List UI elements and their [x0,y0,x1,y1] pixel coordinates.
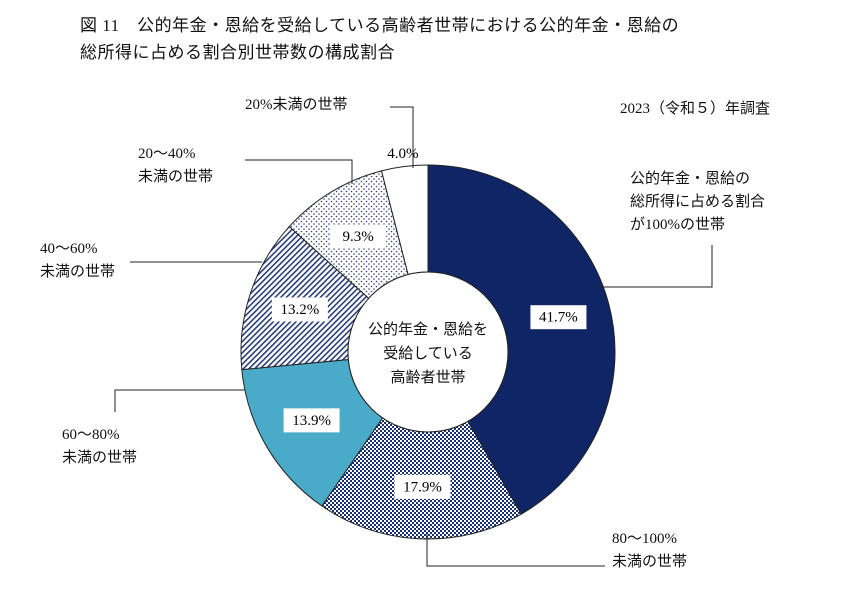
value-label: 17.9% [403,479,442,495]
value-label: 41.7% [539,310,578,326]
value-label-box [530,305,587,330]
value-label: 4.0% [387,146,418,162]
leader-line [114,389,245,412]
category-label: 公的年金・恩給の 総所得に占める割合 が100%の世帯 [630,171,766,233]
value-label-box [394,474,451,499]
donut-hole [347,271,509,433]
value-label-box [283,408,340,433]
leader-line [598,245,713,288]
value-label-box [330,224,387,249]
value-label: 9.3% [343,229,374,245]
value-label: 13.2% [280,302,319,318]
category-label: 20～40% 未満の世帯 [138,146,214,185]
leader-line [245,159,353,184]
value-label: 13.9% [292,413,331,429]
category-label: 40～60% 未満の世帯 [40,241,116,280]
value-label-box [271,297,328,322]
category-label: 80～100% 未満の世帯 [612,531,688,570]
chart-title: 図 11 公的年金・恩給を受給している高齢者世帯における公的年金・恩給の 総所得… [80,16,680,62]
category-label: 60～80% 未満の世帯 [62,427,138,466]
leader-line [390,106,414,168]
category-label: 20%未満の世帯 [245,97,348,113]
leader-line [426,534,605,567]
chart-subtitle: 2023（令和５）年調査 [620,101,771,117]
center-label: 公的年金・恩給を 受給している 高齢者世帯 [367,322,488,386]
